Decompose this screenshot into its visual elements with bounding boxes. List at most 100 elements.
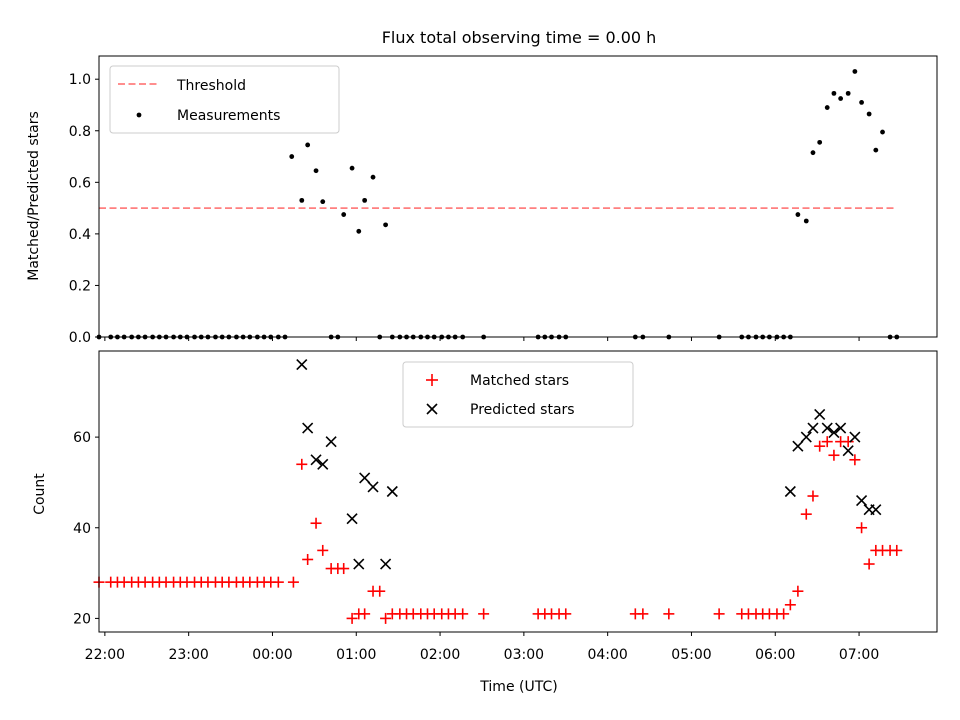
predicted-star-point bbox=[325, 436, 337, 448]
matched-star-point bbox=[663, 608, 675, 620]
top-y-tick-label: 0.0 bbox=[69, 330, 91, 346]
x-tick-label: 06:00 bbox=[755, 647, 795, 663]
measurement-point bbox=[824, 105, 830, 110]
top-panel: 0.0 0.2 0.4 0.6 0.8 1.0 Matched/Predicted sta… bbox=[26, 55, 938, 346]
matched-star-point bbox=[478, 608, 490, 620]
x-tick-label: 01:00 bbox=[336, 647, 376, 663]
matched-star-point bbox=[338, 563, 350, 575]
measurement-point bbox=[370, 174, 376, 180]
matched-star-point bbox=[784, 599, 796, 611]
bottom-axes-frame bbox=[98, 350, 938, 633]
predicted-star-point bbox=[828, 427, 840, 439]
matched-star-point bbox=[374, 585, 386, 597]
measurement-point bbox=[810, 150, 816, 156]
x-tick-label: 23:00 bbox=[168, 647, 208, 663]
legend-predicted-label: Predicted stars bbox=[470, 402, 575, 418]
bottom-y-axis-label: Count bbox=[32, 473, 48, 515]
x-tick-label: 22:00 bbox=[85, 647, 125, 663]
predicted-star-point bbox=[849, 431, 861, 443]
top-y-tick-label: 0.4 bbox=[69, 227, 91, 243]
top-y-tick-label: 1.0 bbox=[69, 72, 91, 88]
measurement-point bbox=[803, 218, 809, 224]
bottom-y-tick-label: 40 bbox=[73, 521, 91, 537]
matched-star-point bbox=[891, 544, 903, 556]
measurement-point bbox=[320, 199, 326, 205]
matched-star-point bbox=[296, 458, 308, 470]
top-plot-area bbox=[96, 69, 900, 340]
x-tick-label: 04:00 bbox=[587, 647, 627, 663]
matched-star-point bbox=[800, 508, 812, 520]
top-axes-frame bbox=[98, 55, 938, 338]
predicted-star-point bbox=[296, 359, 308, 371]
matched-star-point bbox=[828, 449, 840, 461]
predicted-star-point bbox=[310, 454, 322, 466]
matched-star-point bbox=[380, 612, 392, 624]
predicted-star-point bbox=[367, 481, 379, 493]
predicted-star-point bbox=[856, 494, 868, 507]
predicted-star-point bbox=[835, 422, 847, 434]
measurement-point bbox=[356, 228, 362, 234]
matched-star-point bbox=[713, 608, 725, 620]
predicted-star-point bbox=[380, 558, 392, 570]
x-tick-label: 02:00 bbox=[420, 647, 460, 663]
bottom-plot-area bbox=[93, 359, 903, 624]
matched-star-point bbox=[849, 454, 861, 466]
measurement-point bbox=[305, 142, 311, 148]
matched-star-point bbox=[814, 440, 826, 452]
legend-threshold-label: Threshold bbox=[176, 78, 246, 94]
measurement-point bbox=[831, 90, 837, 96]
predicted-star-point bbox=[386, 485, 398, 498]
measurement-point bbox=[845, 90, 851, 96]
measurement-point bbox=[349, 165, 355, 171]
top-y-tick-label: 0.2 bbox=[69, 278, 91, 294]
measurement-point bbox=[362, 197, 368, 203]
matched-star-point bbox=[346, 612, 358, 624]
measurement-point bbox=[838, 96, 844, 101]
measurement-point bbox=[795, 212, 801, 217]
measurement-point bbox=[313, 168, 319, 174]
matched-star-point bbox=[792, 585, 804, 597]
matched-star-point bbox=[457, 608, 469, 620]
measurement-point bbox=[880, 129, 885, 135]
matched-star-point bbox=[359, 608, 371, 620]
predicted-star-point bbox=[807, 422, 819, 434]
predicted-star-point bbox=[317, 458, 329, 470]
predicted-star-point bbox=[800, 431, 812, 443]
predicted-star-point bbox=[814, 408, 826, 421]
matched-star-point bbox=[272, 576, 284, 588]
measurement-point bbox=[383, 222, 388, 228]
bottom-y-tick-label: 20 bbox=[73, 611, 91, 627]
matched-star-point bbox=[778, 608, 790, 620]
legend-measurements-label: Measurements bbox=[177, 108, 280, 124]
predicted-star-point bbox=[353, 558, 365, 570]
x-axis-label: Time (UTC) bbox=[479, 679, 557, 695]
x-tick-label: 07:00 bbox=[839, 647, 879, 663]
top-y-axis: 0.0 0.2 0.4 0.6 0.8 1.0 bbox=[69, 72, 99, 346]
predicted-star-point bbox=[792, 440, 804, 452]
x-tick-label: 05:00 bbox=[671, 647, 711, 663]
measurement-point bbox=[299, 197, 305, 203]
bottom-legend: Matched stars Predicted stars bbox=[402, 361, 634, 428]
matched-star-point bbox=[807, 490, 819, 502]
top-y-tick-label: 0.6 bbox=[69, 175, 91, 191]
matched-star-point bbox=[856, 522, 868, 534]
chart-title: Flux total observing time = 0.00 h bbox=[382, 28, 657, 47]
bottom-x-axis: 22:00 23:00 00:00 01:00 02:00 03:00 04:00 05:00… bbox=[85, 632, 879, 663]
top-x-axis-ticks bbox=[104, 337, 860, 341]
measurement-point bbox=[852, 69, 858, 74]
matched-star-point bbox=[560, 608, 572, 620]
predicted-star-point bbox=[821, 422, 833, 434]
predicted-star-point bbox=[784, 485, 796, 498]
legend-measurements-swatch bbox=[136, 112, 142, 118]
predicted-star-point bbox=[359, 472, 371, 484]
matched-star-point bbox=[310, 517, 322, 529]
predicted-star-point bbox=[870, 504, 882, 516]
bottom-panel: 20 40 60 22:00 23:00 00:00 01:00 02:00 03:00 04:… bbox=[32, 350, 938, 695]
matched-star-point bbox=[821, 436, 833, 448]
x-tick-label: 03:00 bbox=[504, 647, 544, 663]
matched-star-point bbox=[287, 576, 299, 588]
measurement-point bbox=[873, 147, 879, 153]
legend-matched-label: Matched stars bbox=[470, 373, 569, 389]
measurement-point bbox=[859, 100, 864, 105]
